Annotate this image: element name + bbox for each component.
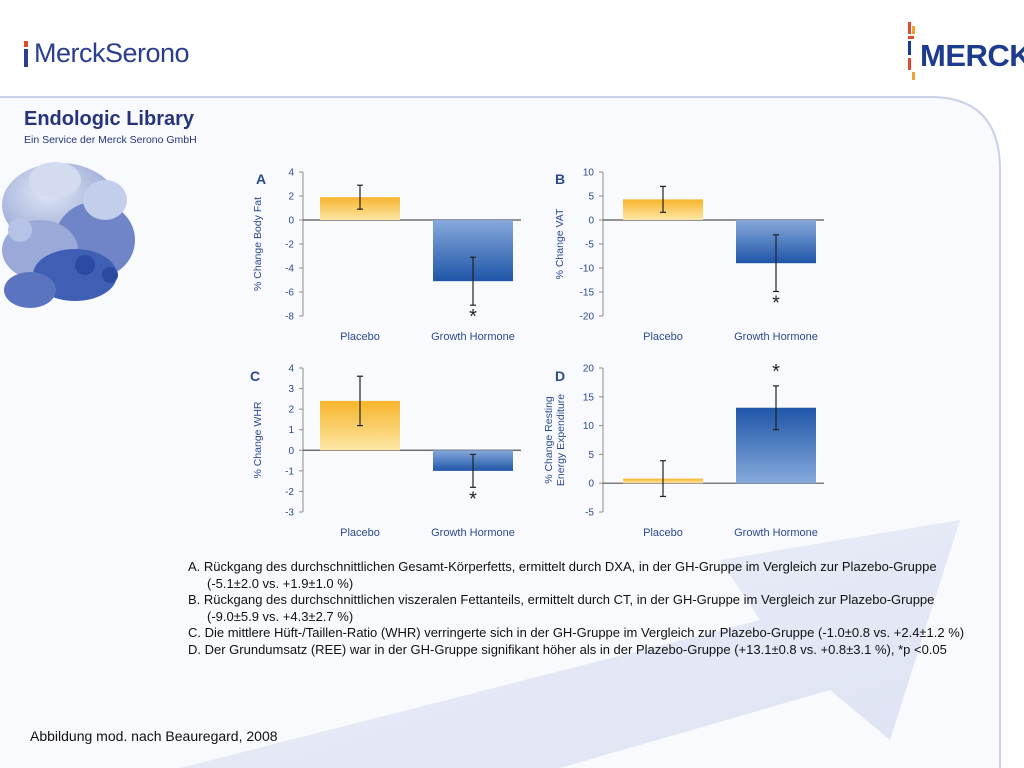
merck-serono-logo: MerckSerono xyxy=(24,38,190,69)
category-label: Growth Hormone xyxy=(431,527,515,539)
y-tick-label: -2 xyxy=(285,240,294,251)
y-axis-label-line: Energy Expenditure xyxy=(555,394,567,486)
library-title: Endologic Library xyxy=(24,108,195,130)
caption-b: B. Rückgang des durchschnittlichen visze… xyxy=(188,592,935,624)
y-tick-label: -6 xyxy=(285,288,294,299)
category-label: Growth Hormone xyxy=(734,527,818,539)
significance-mark: * xyxy=(772,361,780,383)
y-tick-label: -5 xyxy=(585,240,594,251)
y-tick-label: 1 xyxy=(288,425,294,436)
category-label: Growth Hormone xyxy=(734,331,818,343)
y-axis-label: % Change Body Fat xyxy=(252,197,264,291)
y-axis-label-line: % Change Resting xyxy=(543,396,555,484)
y-tick-label: 20 xyxy=(583,364,595,375)
panel-letter: B xyxy=(555,171,565,187)
panel-letter: A xyxy=(256,171,266,187)
y-axis-label: % Change RestingEnergy Expenditure xyxy=(543,394,567,486)
category-label: Growth Hormone xyxy=(431,331,515,343)
y-tick-label: -2 xyxy=(285,487,294,498)
chart-panel-c: C 4 3 2 1 0 -1 -2 -3 % Change WHR Placebo * Growth H… xyxy=(250,364,521,539)
y-tick-label: 4 xyxy=(288,364,294,375)
y-axis-label: % Change VAT xyxy=(554,208,566,279)
y-tick-label: 4 xyxy=(288,168,294,179)
caption-c: C. Die mittlere Hüft-/Taillen-Ratio (WHR… xyxy=(188,625,965,641)
arrow-shape xyxy=(180,520,960,768)
chart-panel-b: B 10 5 0 -5 -10 -15 -20 % Change VAT Placebo * Grow… xyxy=(554,168,824,343)
merck-logo: MERCK xyxy=(908,22,1024,82)
merck-serono-mark-icon xyxy=(24,40,30,67)
y-tick-label: -4 xyxy=(285,264,294,275)
figure-caption: A. Rückgang des durchschnittlichen Gesam… xyxy=(188,559,978,659)
significance-mark: * xyxy=(469,306,477,328)
molecule-image xyxy=(2,162,135,308)
y-tick-label: 0 xyxy=(288,446,294,457)
y-tick-label: -10 xyxy=(580,264,595,275)
y-tick-label: 0 xyxy=(288,216,294,227)
y-tick-label: 5 xyxy=(588,450,594,461)
y-tick-label: 0 xyxy=(588,479,594,490)
y-axis-label: % Change WHR xyxy=(252,401,264,478)
y-tick-label: 10 xyxy=(583,168,595,179)
caption-a: A. Rückgang des durchschnittlichen Gesam… xyxy=(188,559,937,591)
y-tick-label: -20 xyxy=(580,312,595,323)
y-tick-label: 2 xyxy=(288,405,294,416)
significance-mark: * xyxy=(469,488,477,510)
y-tick-label: 3 xyxy=(288,384,294,395)
merck-wordmark: MERCK xyxy=(920,38,1024,73)
significance-mark: * xyxy=(772,293,780,315)
panel-letter: D xyxy=(555,368,565,384)
y-tick-label: -5 xyxy=(585,508,594,519)
y-tick-label: 10 xyxy=(583,421,595,432)
category-label: Placebo xyxy=(340,331,380,343)
y-tick-label: 0 xyxy=(588,216,594,227)
y-tick-label: -8 xyxy=(285,312,294,323)
category-label: Placebo xyxy=(643,527,683,539)
category-label: Placebo xyxy=(643,331,683,343)
y-tick-label: -15 xyxy=(580,288,595,299)
library-subtitle: Ein Service der Merck Serono GmbH xyxy=(24,134,197,146)
y-tick-label: -3 xyxy=(285,508,294,519)
figure-source: Abbildung mod. nach Beauregard, 2008 xyxy=(30,728,278,744)
chart-panel-d: D 20 15 10 5 0 -5 % Change RestingEnergy Expend… xyxy=(543,361,824,539)
caption-d: D. Der Grundumsatz (REE) war in der GH-G… xyxy=(188,641,947,657)
y-tick-label: 2 xyxy=(288,192,294,203)
y-tick-label: 5 xyxy=(588,192,594,203)
y-tick-label: 15 xyxy=(583,392,595,403)
merck-mark-icon xyxy=(908,22,915,80)
merck-serono-wordmark: MerckSerono xyxy=(34,38,190,68)
panel-letter: C xyxy=(250,368,260,384)
category-label: Placebo xyxy=(340,527,380,539)
chart-panel-a: A 4 2 0 -2 -4 -6 -8 % Change Body Fat Placebo * Gro… xyxy=(252,168,521,343)
y-tick-label: -1 xyxy=(285,466,294,477)
